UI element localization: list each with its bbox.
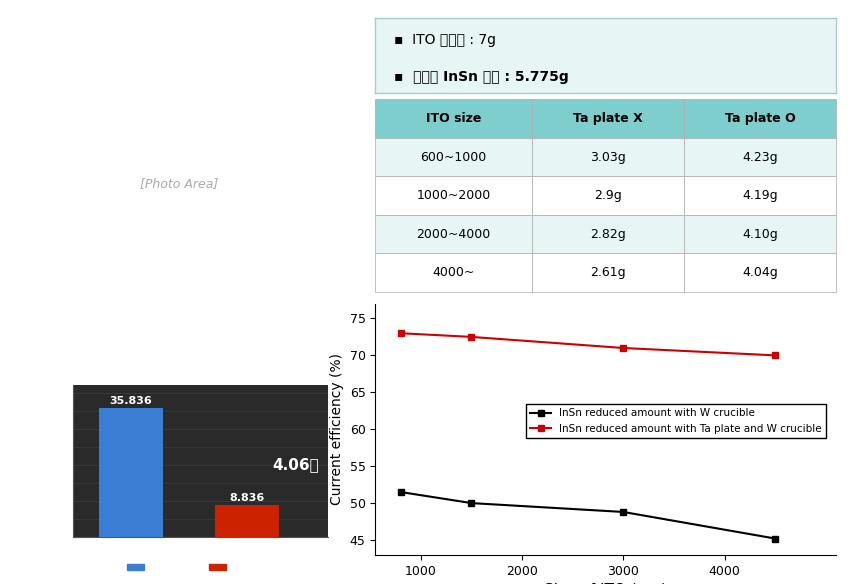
Text: 4.06배: 4.06배 [273,457,319,472]
InSn reduced amount with Ta plate and W crucible [466,333,476,340]
InSn reduced amount with W crucible [769,535,780,542]
Text: 2.82g: 2.82g [590,228,625,241]
InSn reduced amount with W crucible [466,499,476,506]
Bar [532,253,683,292]
Bar [375,253,532,292]
Line: InSn reduced amount with Ta plate and W crucible: InSn reduced amount with Ta plate and W … [397,330,778,359]
Bar [375,215,532,253]
Text: 4.04g: 4.04g [741,266,777,279]
Text: 35.836: 35.836 [109,395,152,405]
Bar [99,408,163,537]
Bar [532,215,683,253]
Text: 2000~4000: 2000~4000 [416,228,490,241]
Text: 3.03g: 3.03g [590,151,625,164]
Bar [532,176,683,215]
Legend: Ta plate O, Ta plate X: Ta plate O, Ta plate X [124,560,277,576]
Text: 4.23g: 4.23g [741,151,777,164]
Bar [683,99,835,138]
Bar [683,138,835,176]
Text: 4000~: 4000~ [432,266,475,279]
Line: InSn reduced amount with W crucible: InSn reduced amount with W crucible [397,489,778,542]
Bar [683,215,835,253]
Bar [215,505,279,537]
Bar [683,253,835,292]
Legend: InSn reduced amount with W crucible, InSn reduced amount with Ta plate and W cru: InSn reduced amount with W crucible, InS… [526,404,825,438]
InSn reduced amount with Ta plate and W crucible [618,345,628,352]
Text: ▪  ITO 장입량 : 7g: ▪ ITO 장입량 : 7g [394,33,495,47]
InSn reduced amount with Ta plate and W crucible [395,330,406,337]
Text: [Photo Area]: [Photo Area] [140,178,218,190]
Text: Ta plate 유무에 따른 음극 면적: Ta plate 유무에 따른 음극 면적 [124,369,242,378]
Text: 8.836: 8.836 [229,493,264,503]
X-axis label: Size of ITO (μm): Size of ITO (μm) [544,583,666,584]
Bar [375,176,532,215]
Bar [683,176,835,215]
InSn reduced amount with Ta plate and W crucible [769,352,780,359]
InSn reduced amount with W crucible [618,509,628,516]
Text: 4.19g: 4.19g [741,189,777,202]
Text: ▪  이론적 InSn 함량 : 5.775g: ▪ 이론적 InSn 함량 : 5.775g [394,69,567,84]
Text: 600~1000: 600~1000 [420,151,486,164]
Text: Ta plate X: Ta plate X [573,112,642,125]
Y-axis label: Current efficiency (%): Current efficiency (%) [330,353,343,505]
Text: [cm²]: [cm²] [37,385,71,398]
Bar [375,138,532,176]
Text: 1000~2000: 1000~2000 [416,189,490,202]
Text: Ta plate O: Ta plate O [723,112,794,125]
Text: ITO size: ITO size [425,112,481,125]
Bar [532,99,683,138]
Text: 2.61g: 2.61g [590,266,625,279]
Text: 4.10g: 4.10g [741,228,777,241]
InSn reduced amount with W crucible [395,488,406,495]
Bar [532,138,683,176]
Bar [375,99,532,138]
Text: 2.9g: 2.9g [593,189,621,202]
